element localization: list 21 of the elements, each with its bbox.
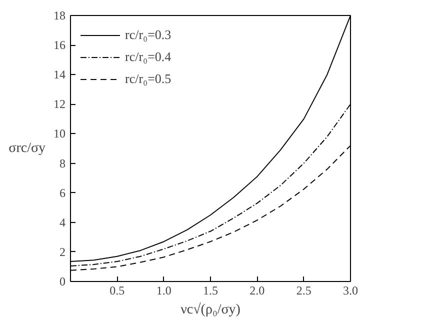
y-tick-label: 10 (54, 126, 66, 141)
y-axis-title: σrc/σy (8, 141, 46, 156)
x-tick-label: 3.0 (343, 284, 358, 298)
y-tick-label: 14 (54, 68, 66, 82)
legend-label: rc/r₀=0.4 (125, 49, 172, 65)
y-tick-label: 4 (60, 215, 66, 230)
y-tick-label: 12 (54, 97, 66, 112)
y-tick-label: 16 (54, 38, 66, 52)
x-tick-label: 1.5 (203, 284, 218, 298)
legend-label: rc/r₀=0.3 (125, 27, 172, 43)
x-tick-label: 2.0 (250, 284, 265, 298)
y-tick-label: 18 (54, 8, 66, 22)
y-tick-label: 2 (60, 244, 66, 259)
x-tick-label: 1.0 (156, 284, 172, 298)
y-tick-label: 0 (60, 274, 66, 288)
y-tick-label: 6 (60, 186, 66, 200)
y-tick-label: 8 (60, 156, 66, 170)
x-axis-title: νc√(ρ₀/σy) (180, 302, 241, 318)
x-tick-label: 2.5 (296, 284, 312, 298)
x-tick-label: 0.5 (110, 284, 125, 298)
legend-label: rc/r₀=0.5 (125, 71, 172, 87)
